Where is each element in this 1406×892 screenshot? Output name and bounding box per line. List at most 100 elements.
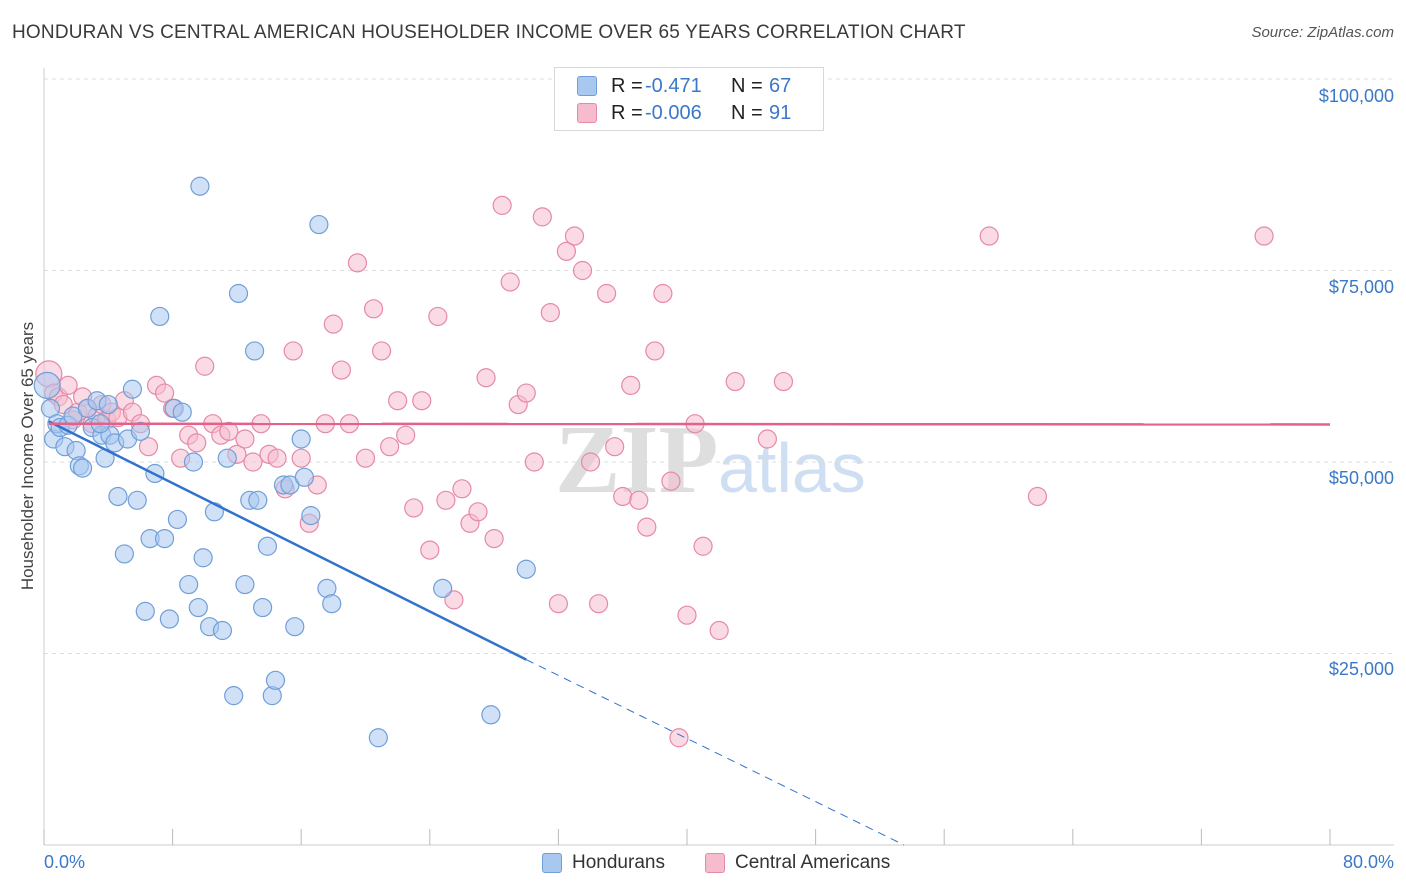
hondurans-point bbox=[301, 506, 321, 526]
central-americans-point bbox=[613, 486, 633, 507]
central-americans-point bbox=[757, 429, 777, 449]
central-americans-point bbox=[412, 391, 432, 411]
hondurans-point bbox=[33, 371, 61, 399]
hondurans-point bbox=[265, 670, 286, 690]
central-americans-swatch bbox=[577, 103, 597, 123]
legend-item-hondurans[interactable]: Hondurans bbox=[542, 852, 665, 874]
hondurans-point bbox=[253, 597, 273, 618]
central-americans-point bbox=[267, 448, 287, 468]
central-americans-point bbox=[484, 528, 504, 549]
chart-title: HONDURAN VS CENTRAL AMERICAN HOUSEHOLDER… bbox=[12, 22, 966, 43]
central-americans-point bbox=[580, 452, 601, 472]
hondurans-point bbox=[224, 686, 244, 706]
central-americans-point bbox=[452, 479, 472, 499]
hondurans-legend-swatch bbox=[542, 853, 562, 873]
central-americans-trend-line bbox=[48, 422, 1331, 426]
central-americans-point bbox=[347, 253, 368, 273]
central-americans-point bbox=[436, 490, 456, 510]
central-americans-legend-label: Central Americans bbox=[735, 852, 891, 873]
hondurans-point bbox=[98, 394, 118, 415]
hondurans-point bbox=[212, 620, 233, 641]
r-label: R = bbox=[611, 74, 643, 97]
central-americans-point bbox=[709, 620, 729, 641]
watermark-atlas: atlas bbox=[718, 429, 866, 507]
central-americans-point bbox=[187, 433, 207, 453]
central-americans-point bbox=[621, 375, 641, 395]
hondurans-point bbox=[127, 490, 147, 510]
x-tick-label-min: 0.0% bbox=[44, 852, 86, 872]
central-americans-point bbox=[404, 498, 424, 518]
hondurans-point bbox=[244, 341, 265, 361]
hondurans-point bbox=[217, 448, 237, 468]
central-americans-point bbox=[548, 594, 569, 614]
hondurans-point bbox=[193, 548, 213, 568]
r-value-central-americans: -0.006 bbox=[645, 101, 702, 124]
legend-row-central-americans: R = -0.006 N = 91 bbox=[577, 101, 791, 125]
hondurans-point bbox=[135, 601, 155, 621]
central-americans-point bbox=[605, 437, 625, 457]
central-americans-point bbox=[661, 471, 681, 491]
hondurans-point bbox=[188, 597, 208, 618]
central-americans-point bbox=[380, 437, 400, 457]
central-americans-point bbox=[725, 371, 745, 392]
central-americans-point bbox=[540, 303, 560, 323]
central-americans-point bbox=[637, 517, 657, 537]
n-value-hondurans: 67 bbox=[769, 74, 792, 97]
central-americans-point bbox=[219, 421, 239, 441]
y-tick-label-75000: $75,000 bbox=[1328, 277, 1394, 297]
central-americans-point bbox=[428, 306, 448, 327]
central-americans-point bbox=[516, 383, 536, 403]
hondurans-point bbox=[204, 502, 224, 522]
hondurans-point bbox=[516, 559, 536, 579]
central-americans-point bbox=[243, 452, 263, 472]
hondurans-point bbox=[285, 617, 305, 637]
n-value-central-americans: 91 bbox=[769, 101, 792, 124]
central-americans-point bbox=[444, 590, 464, 610]
r-value-hondurans: -0.471 bbox=[645, 74, 702, 97]
n-label: N = bbox=[731, 74, 763, 97]
central-americans-point bbox=[500, 272, 520, 292]
hondurans-points bbox=[33, 176, 536, 748]
correlation-legend: R = -0.471 N = 67 R = -0.006 N = 91 bbox=[554, 67, 824, 131]
hondurans-point bbox=[235, 574, 255, 595]
central-americans-point bbox=[371, 341, 392, 361]
central-americans-point bbox=[154, 383, 175, 403]
central-americans-point bbox=[420, 540, 440, 560]
y-tick-label-25000: $25,000 bbox=[1328, 659, 1394, 679]
hondurans-point bbox=[150, 306, 170, 327]
watermark: ZIP atlas bbox=[555, 406, 866, 514]
y-tick-label-100000: $100,000 bbox=[1318, 86, 1394, 106]
hondurans-legend-label: Hondurans bbox=[572, 852, 665, 873]
central-americans-point bbox=[331, 360, 351, 380]
hondurans-point bbox=[481, 705, 501, 725]
hondurans-swatch bbox=[577, 76, 597, 96]
legend-item-central-americans[interactable]: Central Americans bbox=[705, 852, 890, 874]
central-americans-point bbox=[138, 437, 159, 457]
central-americans-point bbox=[629, 490, 649, 510]
n-label: N = bbox=[731, 101, 763, 124]
central-americans-point bbox=[556, 241, 577, 261]
hondurans-point bbox=[159, 609, 179, 629]
grid-lines bbox=[44, 78, 1394, 654]
hondurans-point bbox=[294, 467, 315, 487]
central-americans-point bbox=[291, 448, 311, 468]
hondurans-trend-line bbox=[48, 420, 527, 661]
hondurans-point bbox=[108, 486, 128, 507]
central-americans-point bbox=[773, 371, 794, 392]
hondurans-point bbox=[183, 452, 204, 472]
central-americans-point bbox=[669, 728, 689, 748]
trend-lines bbox=[48, 420, 1331, 846]
central-americans-point bbox=[1254, 226, 1274, 246]
central-americans-point bbox=[468, 502, 488, 522]
central-americans-point bbox=[363, 299, 384, 319]
central-americans-point bbox=[524, 452, 544, 472]
central-americans-point bbox=[645, 341, 665, 361]
central-americans-point bbox=[388, 391, 408, 411]
central-americans-point bbox=[323, 314, 343, 334]
central-americans-point bbox=[979, 226, 999, 246]
axes bbox=[43, 68, 1394, 846]
hondurans-point bbox=[167, 509, 188, 530]
central-americans-point bbox=[58, 375, 78, 395]
hondurans-point bbox=[322, 594, 342, 614]
y-tick-label-50000: $50,000 bbox=[1328, 468, 1394, 488]
